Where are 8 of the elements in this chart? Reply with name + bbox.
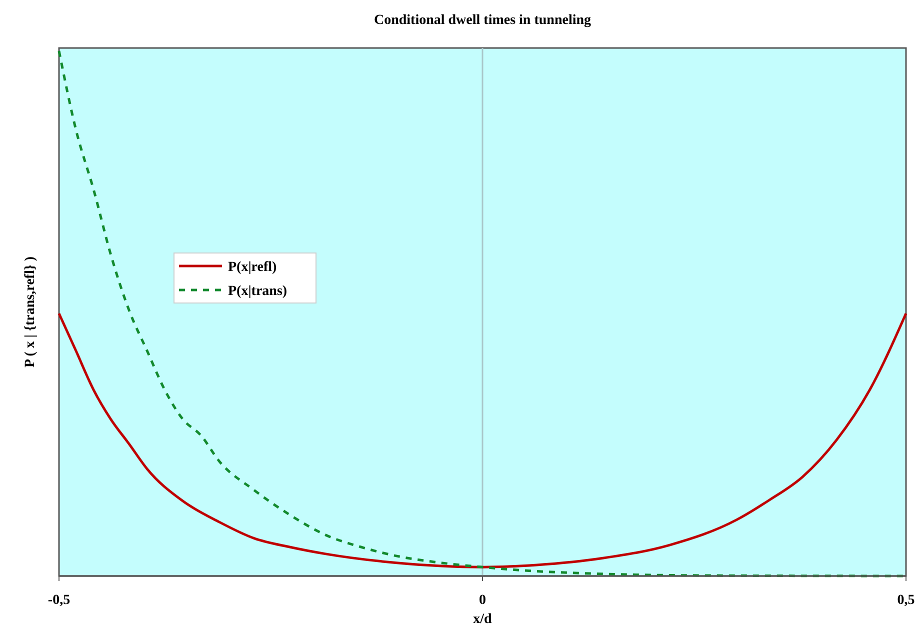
legend-label: P(x|trans)	[228, 284, 288, 299]
x-tick-label: 0	[479, 593, 486, 608]
x-axis-title: x/d	[473, 612, 492, 627]
chart-title: Conditional dwell times in tunneling	[374, 13, 592, 28]
y-axis-title: P ( x | {trans,refl} )	[23, 256, 38, 368]
x-tick-label: -0,5	[48, 593, 70, 608]
x-tick-label: 0,5	[897, 593, 915, 608]
legend-label: P(x|refl)	[228, 260, 278, 275]
